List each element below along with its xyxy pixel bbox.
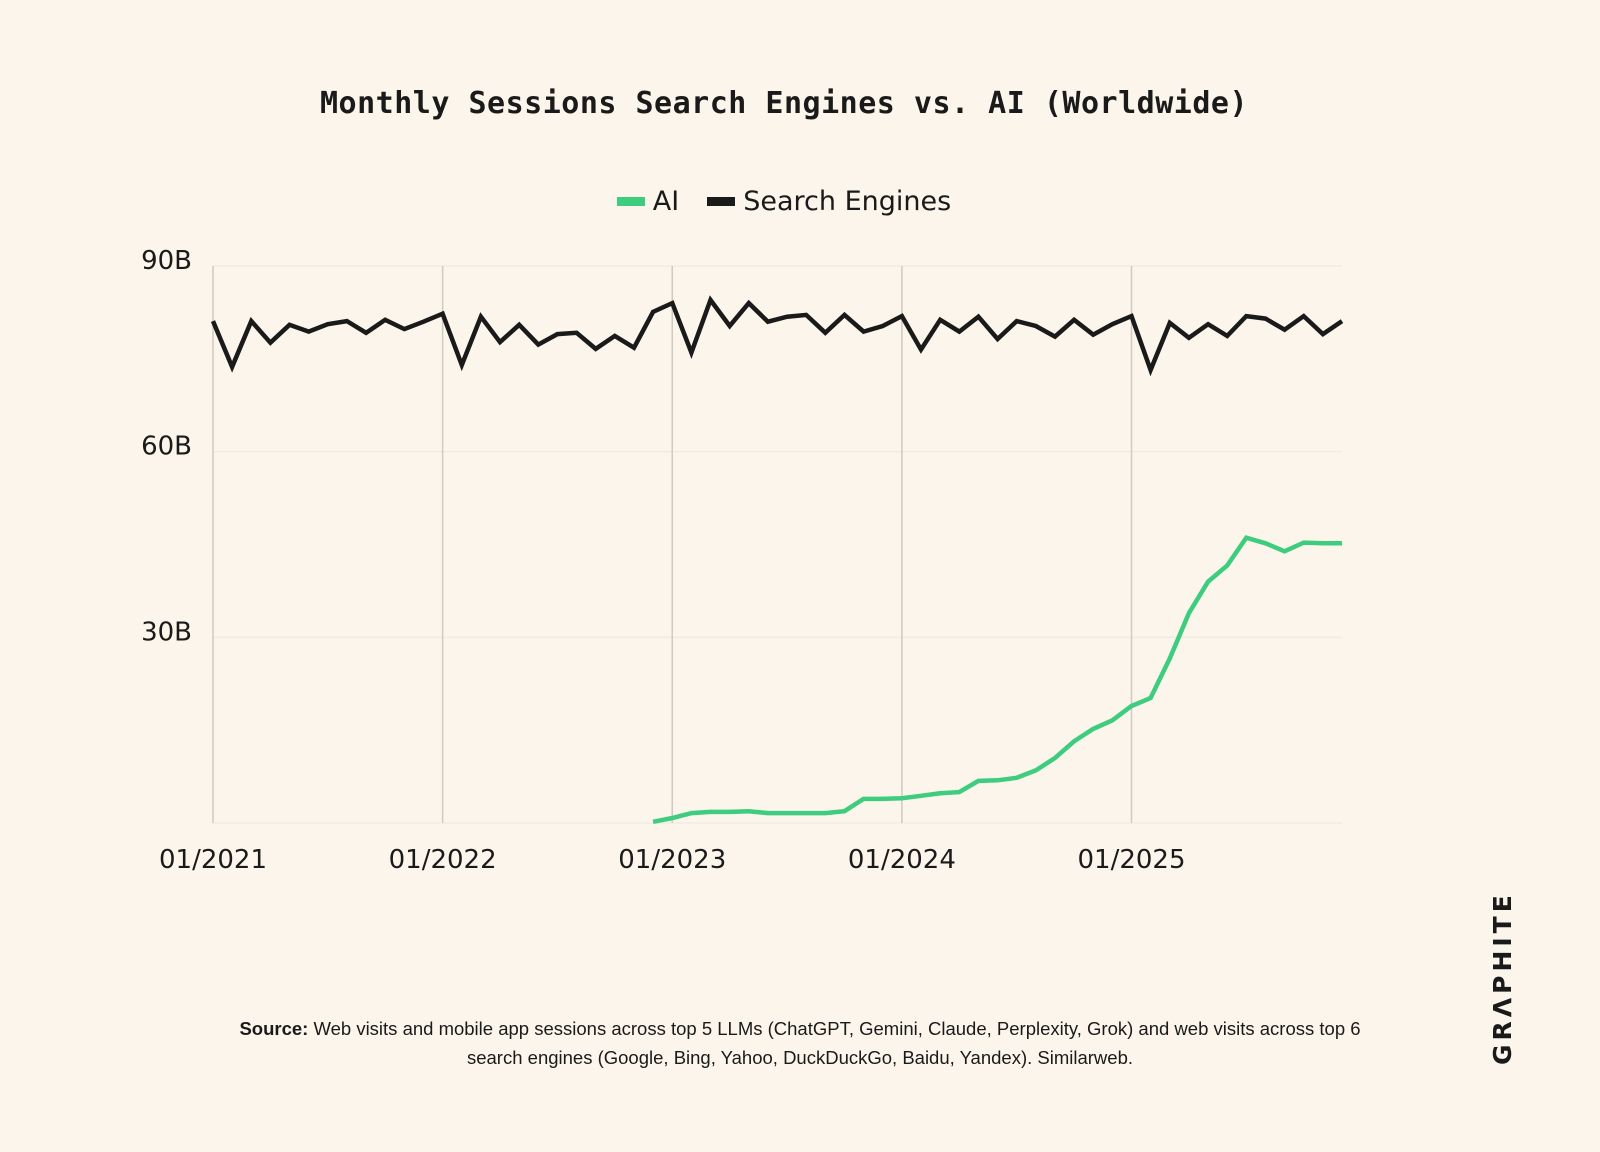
graphite-logo: GRΛPHITE [1488, 891, 1517, 1065]
legend-item-ai: AI [616, 186, 680, 217]
series-line-search-engines [210, 295, 1344, 377]
source-label: Source: [239, 1018, 309, 1039]
x-tick-label: 01/2022 [389, 845, 497, 875]
legend-label-ai: AI [652, 186, 680, 217]
series-line-ai [652, 535, 1342, 825]
legend-swatch-ai [616, 197, 645, 206]
x-tick-label: 01/2021 [159, 845, 267, 875]
source-note: Source: Web visits and mobile app sessio… [230, 1014, 1370, 1072]
chart-title: Monthly Sessions Search Engines vs. AI (… [319, 86, 1249, 121]
legend-swatch-search-engines [707, 197, 736, 206]
y-tick-label: 60B [141, 432, 192, 462]
legend-label-search-engines: Search Engines [743, 186, 952, 217]
x-tick-label: 01/2025 [1078, 845, 1186, 875]
y-tick-label: 30B [141, 617, 192, 647]
x-tick-label: 01/2024 [848, 845, 956, 875]
source-text: Web visits and mobile app sessions acros… [313, 1018, 1361, 1068]
legend-item-search-engines: Search Engines [707, 186, 951, 217]
y-tick-label: 90B [141, 246, 192, 276]
legend: AI Search Engines [0, 186, 1568, 217]
x-tick-label: 01/2023 [618, 845, 726, 875]
